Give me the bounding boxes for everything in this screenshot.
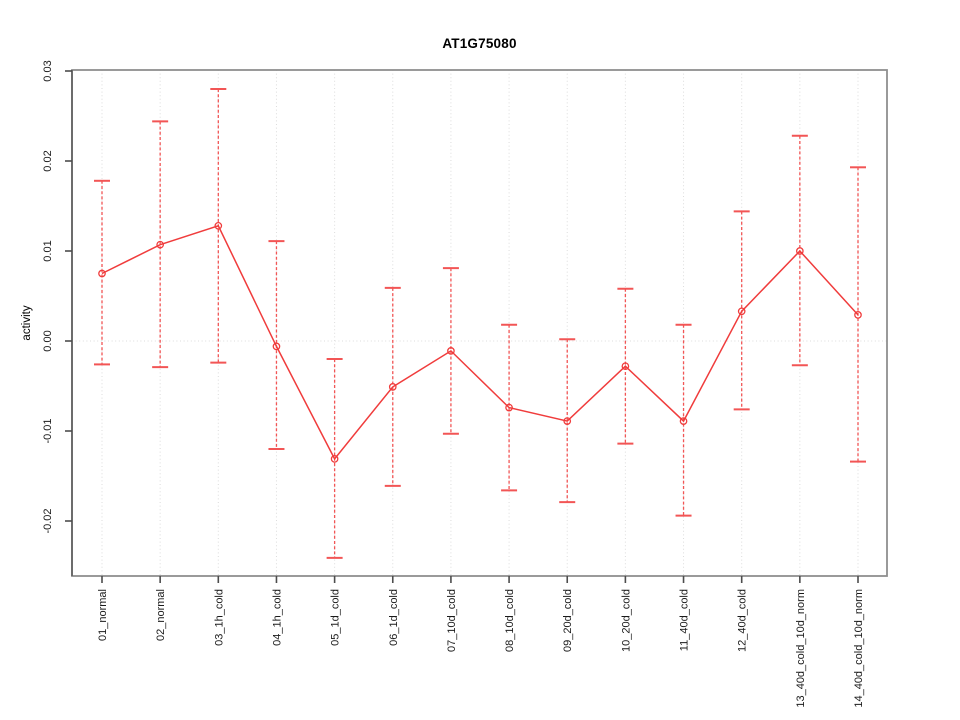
data-point <box>214 221 223 230</box>
y-tick-label: 0.02 <box>42 150 54 171</box>
x-tick-label: 06_1d_cold <box>388 589 400 646</box>
x-tick-label: 11_40d_cold <box>679 589 691 651</box>
data-point <box>621 362 630 371</box>
y-tick-label: 0.01 <box>42 240 54 261</box>
data-point <box>795 247 804 255</box>
data-point <box>505 403 513 412</box>
data-point <box>854 311 862 319</box>
data-point <box>388 383 397 391</box>
y-tick-label: 0.03 <box>42 60 54 81</box>
x-tick-label: 01_normal <box>97 589 109 641</box>
y-tick-label: -0.02 <box>42 508 54 533</box>
data-point <box>272 342 281 351</box>
data-point <box>737 307 746 316</box>
x-tick-label: 02_normal <box>155 589 167 641</box>
data-point <box>98 269 106 278</box>
x-tick-label: 10_20d_cold <box>620 589 632 652</box>
x-tick-label: 05_1d_cold <box>330 589 342 646</box>
y-tick-label: -0.01 <box>42 418 54 443</box>
chart-title: AT1G75080 <box>442 36 517 51</box>
data-point <box>447 347 455 355</box>
x-tick-label: 14_40d_cold_10d_norm <box>853 589 865 708</box>
x-tick-label: 08_10d_cold <box>504 589 516 652</box>
plot-box <box>71 69 888 577</box>
x-tick-label: 12_40d_cold <box>737 589 749 652</box>
data-point <box>156 240 165 249</box>
data-point <box>679 417 688 425</box>
y-tick-label: 0.00 <box>42 330 54 351</box>
x-tick-label: 03_1h_cold <box>213 589 225 646</box>
y-axis-label: activity <box>21 305 33 341</box>
data-line <box>101 224 859 461</box>
data-point <box>563 417 572 425</box>
data-point <box>330 455 339 463</box>
x-tick-label: 07_10d_cold <box>446 589 458 652</box>
x-tick-label: 09_20d_cold <box>562 589 574 652</box>
x-tick-label: 04_1h_cold <box>271 589 283 646</box>
x-tick-label: 13_40d_cold_10d_norm <box>795 589 807 708</box>
